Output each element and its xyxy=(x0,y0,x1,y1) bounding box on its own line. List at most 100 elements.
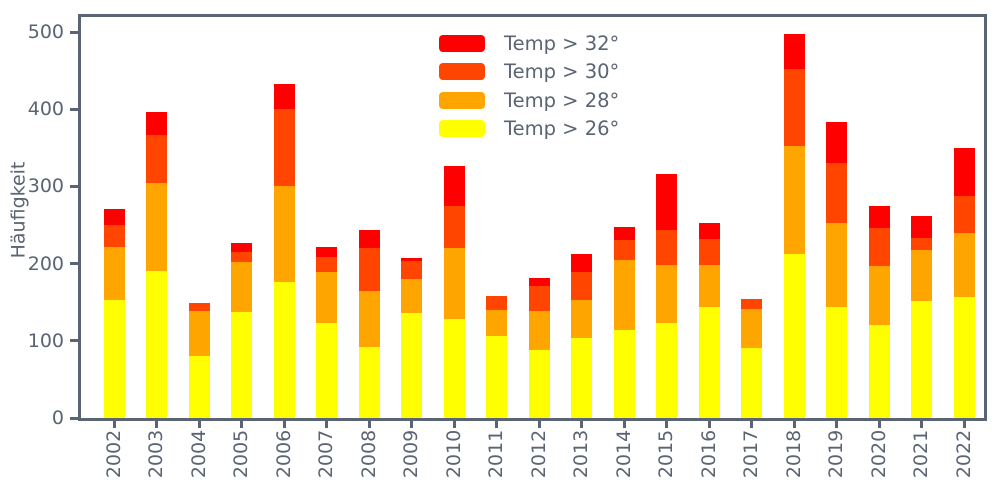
plot-inner xyxy=(81,17,984,418)
bar-segment-2010 xyxy=(443,166,465,206)
bar-segment-2008 xyxy=(358,346,380,418)
x-tick-label-text: 2002 xyxy=(103,429,126,479)
legend-item: Temp > 26° xyxy=(439,115,619,144)
x-tick-label-text: 2015 xyxy=(655,429,678,479)
y-tick xyxy=(70,416,78,420)
legend-label: Temp > 32° xyxy=(504,31,620,55)
bar-segment-2006 xyxy=(273,186,295,283)
bar-segment-2021 xyxy=(911,238,932,251)
y-tick-label: 300 xyxy=(27,175,64,198)
x-tick-label-2022: 2022 xyxy=(940,429,988,479)
x-tick-label-2017: 2017 xyxy=(728,429,776,479)
bar-segment-2017 xyxy=(741,347,762,418)
x-tick-label-text: 2003 xyxy=(145,429,168,479)
bar-segment-2004 xyxy=(188,356,210,418)
bar-segment-2017 xyxy=(741,299,762,310)
y-tick-label: 500 xyxy=(27,21,64,43)
x-tick-label-2019: 2019 xyxy=(813,429,861,479)
bar-segment-2009 xyxy=(401,279,422,313)
bar-segment-2014 xyxy=(613,240,635,260)
bar-segment-2007 xyxy=(316,323,337,418)
x-tick-label-2013: 2013 xyxy=(558,429,606,479)
bar-segment-2022 xyxy=(953,232,975,297)
bar-segment-2021 xyxy=(911,215,932,239)
x-tick-label-text: 2009 xyxy=(400,429,423,479)
bar-segment-2003 xyxy=(146,111,167,135)
legend-label: Temp > 30° xyxy=(504,60,620,84)
x-tick-label-2010: 2010 xyxy=(430,429,478,479)
bar-segment-2009 xyxy=(401,313,422,418)
x-tick-label-text: 2022 xyxy=(953,429,976,479)
bar-segment-2018 xyxy=(783,33,805,70)
bar-segment-2007 xyxy=(316,272,337,324)
bar-segment-2007 xyxy=(316,256,337,273)
x-tick xyxy=(920,421,923,428)
legend-item: Temp > 28° xyxy=(439,86,619,115)
x-tick-label-2014: 2014 xyxy=(600,429,648,479)
bar-segment-2019 xyxy=(826,306,847,418)
bar-segment-2005 xyxy=(231,262,252,313)
bar-segment-2004 xyxy=(188,302,210,311)
bar-segment-2021 xyxy=(911,301,932,418)
bar-segment-2021 xyxy=(911,250,932,302)
y-tick xyxy=(70,30,78,34)
y-tick-label: 200 xyxy=(27,252,64,275)
x-tick xyxy=(240,421,243,428)
legend-item: Temp > 30° xyxy=(439,58,619,87)
x-tick xyxy=(495,421,498,428)
bar-segment-2014 xyxy=(613,329,635,418)
bar-segment-2005 xyxy=(231,312,252,418)
bar-segment-2008 xyxy=(358,230,380,249)
x-tick-label-2020: 2020 xyxy=(855,429,903,479)
bar-segment-2002 xyxy=(103,299,125,418)
x-tick-label-2021: 2021 xyxy=(898,429,946,479)
bar-segment-2020 xyxy=(868,228,890,266)
bar-segment-2007 xyxy=(316,246,337,257)
x-tick-label-text: 2018 xyxy=(783,429,806,479)
bar-segment-2016 xyxy=(698,238,720,266)
legend-swatch xyxy=(439,120,485,138)
x-tick-label-2007: 2007 xyxy=(303,429,351,479)
x-tick-label-text: 2006 xyxy=(273,429,296,479)
x-tick xyxy=(197,421,201,428)
y-tick-label: 0 xyxy=(51,407,64,429)
x-tick-label-2012: 2012 xyxy=(515,429,563,479)
x-tick-label-text: 2014 xyxy=(613,429,636,479)
bar-segment-2019 xyxy=(826,223,847,307)
plot-area xyxy=(78,14,987,421)
legend-item: Temp > 32° xyxy=(439,29,619,58)
x-tick-label-text: 2004 xyxy=(188,429,211,479)
x-tick-label-text: 2010 xyxy=(443,429,466,479)
bar-segment-2005 xyxy=(231,242,252,252)
bar-segment-2006 xyxy=(273,282,295,418)
x-tick xyxy=(622,421,626,428)
x-tick-label-2011: 2011 xyxy=(473,429,521,479)
legend-swatch xyxy=(439,34,485,52)
x-tick xyxy=(707,421,711,428)
x-tick xyxy=(877,421,881,428)
x-tick xyxy=(665,421,668,428)
y-tick xyxy=(70,262,78,266)
x-tick-label-text: 2007 xyxy=(315,429,338,479)
y-tick xyxy=(70,184,78,188)
x-tick-label-text: 2008 xyxy=(358,429,381,479)
bar-segment-2016 xyxy=(698,265,720,307)
x-tick xyxy=(792,421,796,428)
bar-segment-2002 xyxy=(103,246,125,300)
x-tick xyxy=(155,421,158,428)
bar-segment-2011 xyxy=(486,296,507,310)
bar-segment-2011 xyxy=(486,336,507,418)
x-tick-label-2015: 2015 xyxy=(643,429,691,479)
x-tick-label-text: 2005 xyxy=(230,429,253,479)
x-tick-label-2002: 2002 xyxy=(90,429,138,479)
bar-segment-2019 xyxy=(826,163,847,224)
x-tick-label-text: 2012 xyxy=(528,429,551,479)
x-tick-label-text: 2017 xyxy=(740,429,763,479)
bar-segment-2013 xyxy=(571,299,592,338)
y-tick-label: 400 xyxy=(27,98,64,121)
x-tick xyxy=(282,421,286,428)
bar-segment-2013 xyxy=(571,272,592,300)
x-tick xyxy=(537,421,541,428)
bar-segment-2015 xyxy=(656,174,677,230)
